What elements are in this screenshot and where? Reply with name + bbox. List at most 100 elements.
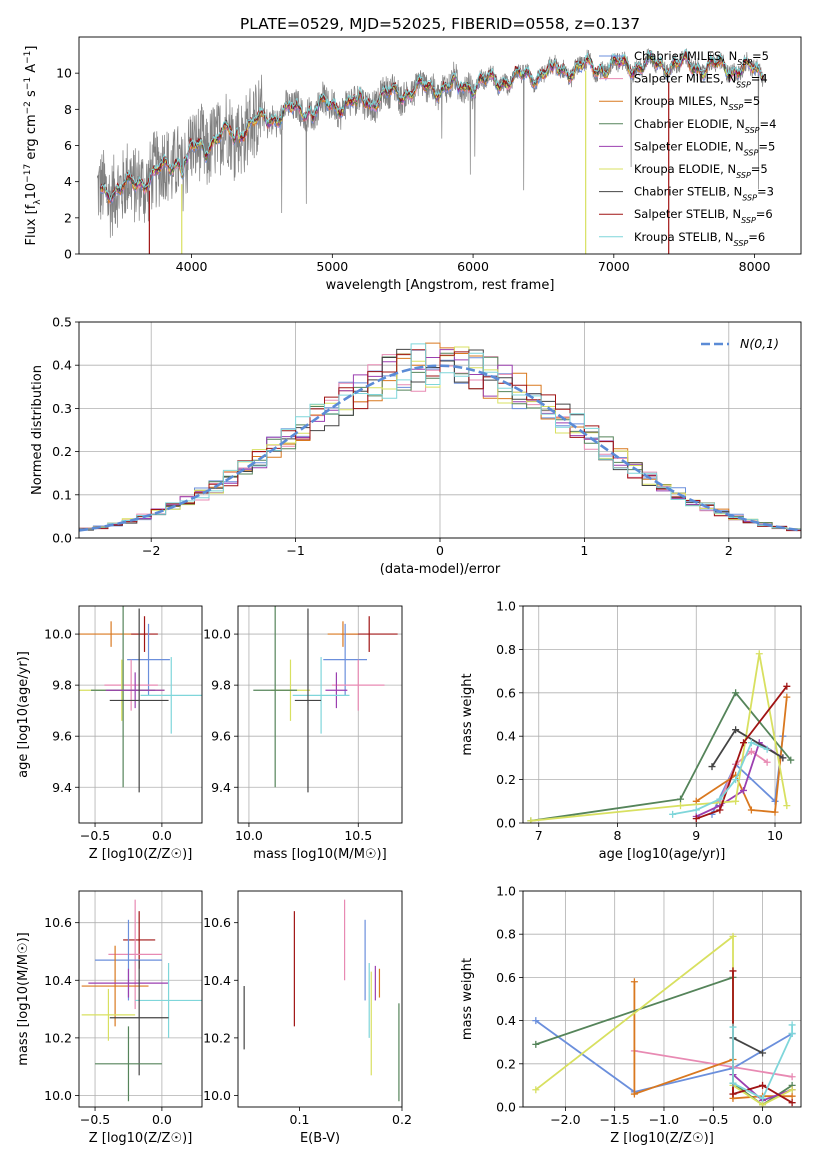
mass-weight-marker — [788, 1086, 796, 1094]
mass-weight-marker — [677, 795, 685, 803]
spectrum-frame — [78, 36, 802, 255]
tick-label-x: 8000 — [739, 259, 771, 274]
mass-weight-marker — [755, 650, 763, 658]
tick-label-x: 6000 — [457, 259, 489, 274]
tick-label-y: 9.8 — [211, 678, 231, 693]
mass-weight-marker — [759, 1049, 767, 1057]
tick-label-y: 9.4 — [211, 780, 231, 795]
legend-entry: Chabrier MILES, NSSP=5 — [634, 49, 769, 67]
mass-weight-marker — [732, 797, 740, 805]
legend-entry: Salpeter STELIB, NSSP=6 — [634, 207, 773, 225]
mass-weight-line — [634, 1049, 793, 1078]
tick-label-y: 0.2 — [496, 1056, 516, 1071]
mass-weight-marker — [729, 1090, 737, 1098]
mass-weight-marker — [747, 739, 755, 747]
legend-entry: Kroupa STELIB, NSSP=6 — [634, 230, 765, 248]
tick-label-y: 9.8 — [52, 678, 72, 693]
massweight_vs_age-ylabel: mass weight — [460, 673, 475, 755]
tick-label-y: 0.8 — [496, 927, 516, 942]
normal-curve — [79, 364, 801, 532]
mass-weight-line — [719, 750, 768, 802]
tick-label-y: 10 — [56, 66, 72, 81]
tick-label-y: 9.6 — [52, 729, 72, 744]
mass-weight-line — [672, 741, 768, 816]
mass-weight-marker — [787, 756, 795, 764]
mass-weight-marker — [771, 808, 779, 816]
spectrum-ylabel: Flux [fλ10−17 erg cm−2 s−1 A−1] — [23, 46, 43, 246]
mass-weight-marker — [630, 1090, 638, 1098]
tick-label-x: −0.5 — [80, 828, 110, 843]
tick-label-x: 7000 — [598, 259, 630, 274]
tick-label-x: 0.0 — [152, 1112, 172, 1127]
mass-weight-marker — [759, 1081, 767, 1089]
tick-label-x: −2 — [142, 543, 160, 558]
mass-weight-marker — [747, 806, 755, 814]
tick-label-y: 0.3 — [52, 401, 72, 416]
mass-weight-marker — [763, 758, 771, 766]
mass-weight-marker — [729, 932, 737, 940]
massweight_vs_Z-xlabel: Z [log10(Z/Z☉)] — [610, 1131, 714, 1146]
mass-weight-marker — [532, 1040, 540, 1048]
tick-label-y: 10.0 — [203, 1088, 231, 1103]
tick-label-x: 8 — [614, 828, 622, 843]
tick-label-x: 0.0 — [152, 828, 172, 843]
tick-label-y: 0.6 — [496, 970, 516, 985]
legend-entry: Salpeter MILES, NSSP=4 — [634, 72, 768, 90]
spectrum-plot-area — [96, 48, 765, 254]
legend-entry: N(0,1) — [740, 336, 779, 351]
tick-label-x: 2 — [725, 543, 733, 558]
mass-weight-marker — [783, 802, 791, 810]
mass_vs_ebv-plot-area — [243, 899, 400, 1102]
mass-weight-marker — [532, 1086, 540, 1094]
tick-label-y: 10.2 — [203, 1030, 231, 1045]
tick-label-y: 10.6 — [44, 915, 72, 930]
tick-label-y: 10.4 — [203, 973, 231, 988]
mass-weight-marker — [716, 806, 724, 814]
age_vs_mass-frame — [237, 605, 403, 824]
mass-weight-line — [732, 1037, 764, 1054]
massweight_vs_age-frame — [522, 605, 802, 824]
tick-label-x: −2.0 — [550, 1112, 580, 1127]
tick-label-y: 0.4 — [52, 358, 72, 373]
spectrum-xlabel: wavelength [Angstrom, rest frame] — [326, 278, 555, 293]
mass-weight-marker — [732, 776, 740, 784]
tick-label-y: 0.4 — [496, 1013, 516, 1028]
mass_vs_ebv-axes: 0.1 0.2 10.0 10.2 10.4 10.6 — [203, 915, 412, 1127]
residuals-frame — [78, 321, 802, 539]
tick-label-x: 7 — [535, 828, 543, 843]
tick-label-y: 0 — [64, 247, 72, 262]
tick-label-x: 9 — [692, 828, 700, 843]
mass-weight-marker — [532, 1017, 540, 1025]
tick-label-y: 8 — [64, 102, 72, 117]
mass-weight-line — [711, 728, 784, 768]
mass_vs_Z-xlabel: Z [log10(Z/Z☉)] — [89, 1131, 193, 1146]
tick-label-y: 2 — [64, 210, 72, 225]
tick-label-x: 10.0 — [235, 828, 263, 843]
age_vs_mass-axes: 10.0 10.5 9.4 9.6 9.8 10.0 — [203, 606, 402, 843]
mass-weight-marker — [788, 1092, 796, 1100]
mass-weight-marker — [669, 810, 677, 818]
mass_vs_ebv-xlabel: E(B-V) — [300, 1131, 340, 1146]
tick-label-y: 10.0 — [44, 627, 72, 642]
tick-label-x: −1.5 — [600, 1112, 630, 1127]
tick-label-x: 4000 — [176, 259, 208, 274]
mass-weight-marker — [527, 817, 535, 823]
residual-histogram — [79, 343, 801, 533]
legend-entry: Kroupa MILES, NSSP=5 — [634, 94, 760, 112]
tick-label-x: 0.2 — [392, 1112, 412, 1127]
age_vs_mass-xlabel: mass [log10(M/M☉)] — [253, 847, 386, 862]
tick-label-x: −1.0 — [649, 1112, 679, 1127]
tick-label-x: 0.0 — [753, 1112, 773, 1127]
age_vs_Z-xlabel: Z [log10(Z/Z☉)] — [89, 847, 193, 862]
tick-label-x: −1 — [286, 543, 304, 558]
tick-label-x: −0.5 — [698, 1112, 728, 1127]
tick-label-x: 5000 — [316, 259, 348, 274]
tick-label-x: 0 — [436, 543, 444, 558]
massweight_vs_Z-plot-area — [532, 932, 796, 1107]
mass-weight-marker — [740, 786, 748, 794]
tick-label-y: 0.0 — [496, 1100, 516, 1115]
mass-weight-marker — [716, 795, 724, 803]
massweight_vs_age-axes: 7 8 9 10 0.0 0.2 0.4 0.6 0.8 1.0 — [496, 599, 801, 843]
tick-label-x: 1 — [580, 543, 588, 558]
